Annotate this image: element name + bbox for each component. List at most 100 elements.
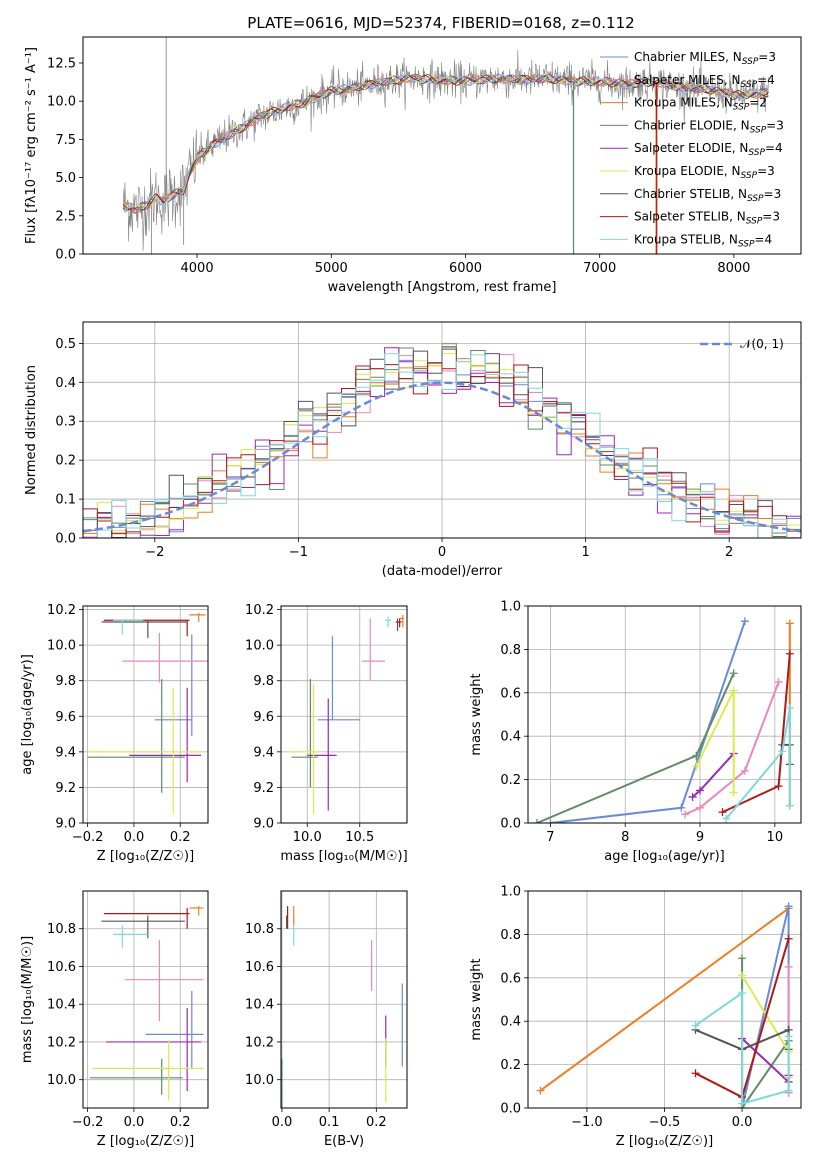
data-point xyxy=(103,619,190,637)
mass_vs_ebv-x-tick-label: 0.0 xyxy=(272,1115,293,1130)
residuals-x-tick-label: 1 xyxy=(581,545,589,560)
normal-reference-curve xyxy=(83,381,801,533)
weight-point-marker xyxy=(692,762,701,771)
data-point xyxy=(113,924,148,948)
mass_vs_ebv-x-tick-label: 0.1 xyxy=(319,1115,340,1130)
data-point xyxy=(307,698,337,811)
weight_vs_Z-plot-area xyxy=(536,902,793,1108)
mass_vs_Z-y-tick-label: 10.4 xyxy=(47,998,76,1013)
age_vs_mass-y-tick-label: 9.0 xyxy=(253,817,274,832)
mass_vs_ebv-y-tick-label: 10.4 xyxy=(245,998,274,1013)
data-point xyxy=(397,618,402,628)
weight-point-marker xyxy=(785,703,794,712)
data-point xyxy=(399,614,404,628)
data-point xyxy=(87,687,204,815)
residuals-y-tick-label: 0.5 xyxy=(55,337,76,352)
mass_vs_ebv-plot-area xyxy=(281,906,403,1108)
age_vs_Z-y-tick-label: 10.2 xyxy=(47,603,76,618)
weight-series-line xyxy=(539,907,790,1092)
weight_vs_age-x-tick-label: 8 xyxy=(621,830,629,845)
weight_vs_age-frame xyxy=(527,605,802,824)
age_vs_mass-grid xyxy=(281,606,407,824)
weight-point-marker xyxy=(692,751,701,760)
legend-label: 𝒩(0, 1) xyxy=(740,337,784,351)
residuals-legend: 𝒩(0, 1) xyxy=(700,337,784,351)
residuals-y-tick-label: 0.0 xyxy=(55,532,76,547)
age_vs_mass-x-axis-label: mass [log₁₀(M/M☉)] xyxy=(280,849,407,864)
mass_vs_Z-x-tick-label: −0.2 xyxy=(72,1115,104,1130)
spectrum-y-tick-label: 0.0 xyxy=(55,248,76,263)
spectrum-y-tick-label: 7.5 xyxy=(55,133,76,148)
weight-point-marker xyxy=(785,619,794,628)
weight-point-marker xyxy=(729,788,738,797)
data-point xyxy=(124,940,204,1022)
mass_vs_Z-x-tick-label: 0.2 xyxy=(170,1115,191,1130)
weight_vs_Z-frame xyxy=(527,890,802,1109)
weight-point-marker xyxy=(784,934,793,943)
weight-series-line xyxy=(536,672,735,823)
weight-series-line xyxy=(725,707,791,820)
residuals-y-axis-label: Normed distribution xyxy=(24,365,39,495)
residuals-x-tick-label: 2 xyxy=(725,545,733,560)
age_vs_Z-y-tick-label: 9.0 xyxy=(55,817,76,832)
weight_vs_Z-y-axis-label: mass weight xyxy=(469,958,484,1040)
mass_vs_ebv-axes: 0.0 0.1 0.2 10.0 10.2 10.4 10.6 10.8 E(B-V) xyxy=(245,890,408,1149)
weight_vs_Z-y-tick-label: 0.6 xyxy=(500,971,521,986)
weight-point-marker xyxy=(785,801,794,810)
legend-label: Kroupa STELIB, NSSP=4 xyxy=(634,232,772,249)
weight-point-marker xyxy=(691,1069,700,1078)
weight-series-line xyxy=(741,975,790,1078)
age_vs_mass-axes: 10.0 10.5 9.0 9.2 9.4 9.6 9.8 10.0 10.2 mass [log… xyxy=(245,603,408,864)
weight_vs_Z-y-tick-label: 1.0 xyxy=(500,885,521,900)
weight-point-marker xyxy=(536,1086,545,1095)
residual-histogram xyxy=(83,353,801,538)
age_vs_mass-frame xyxy=(280,605,408,824)
weight-series-line xyxy=(694,991,790,1106)
weight_vs_Z-y-tick-label: 0.4 xyxy=(500,1015,521,1030)
weight-point-marker xyxy=(681,810,690,819)
weight_vs_Z-y-tick-label: 0.0 xyxy=(500,1102,521,1117)
weight-point-marker xyxy=(738,1099,747,1108)
data-point xyxy=(122,632,208,683)
weight-point-marker xyxy=(738,988,747,997)
age_vs_mass-x-tick-label: 10.5 xyxy=(345,830,374,845)
legend-label: Chabrier ELODIE, NSSP=3 xyxy=(634,118,784,135)
weight_vs_age-x-axis-label: age [log₁₀(age/yr)] xyxy=(604,849,725,864)
residuals-frame xyxy=(82,321,802,539)
panel-weight_vs_Z: −1.0 −0.5 0.0 0.0 0.2 0.4 0.6 0.8 1.0 Z [log₁₀(Z/… xyxy=(469,885,802,1149)
weight_vs_Z-y-tick-label: 0.8 xyxy=(500,928,521,943)
spectrum-x-tick-label: 8000 xyxy=(717,261,750,276)
residuals-y-tick-label: 0.2 xyxy=(55,454,76,469)
spectrum-axes: 4000 5000 6000 7000 8000 0.0 2.5 5.0 7.5 10.0 12.5… xyxy=(24,36,802,295)
spectrum-x-tick-label: 6000 xyxy=(449,261,482,276)
mass_vs_ebv-frame xyxy=(280,890,408,1109)
legend-label: Salpeter MILES, NSSP=4 xyxy=(634,73,775,90)
weight-series-line xyxy=(550,620,746,823)
data-point xyxy=(361,618,385,681)
weight-point-marker xyxy=(729,669,738,678)
data-point xyxy=(189,613,206,623)
weight_vs_age-y-tick-label: 0.0 xyxy=(500,817,521,832)
data-point xyxy=(87,678,185,793)
weight_vs_age-y-tick-label: 0.8 xyxy=(500,643,521,658)
mass_vs_Z-y-tick-label: 10.2 xyxy=(47,1035,76,1050)
age_vs_Z-frame xyxy=(82,605,209,824)
age_vs_Z-x-axis-label: Z [log₁₀(Z/Z☉)] xyxy=(97,849,194,864)
residuals-axes: −2 −1 0 1 2 0.0 0.1 0.2 0.3 0.4 0.5 (data-model)/er… xyxy=(24,321,802,579)
residuals-x-axis-label: (data-model)/error xyxy=(382,564,503,579)
residuals-x-tick-label: 0 xyxy=(438,545,446,560)
weight-point-marker xyxy=(738,954,747,963)
age_vs_Z-y-tick-label: 10.0 xyxy=(47,639,76,654)
age_vs_Z-x-tick-label: 0.2 xyxy=(170,830,191,845)
weight-point-marker xyxy=(546,819,555,823)
age_vs_Z-y-tick-label: 9.2 xyxy=(55,781,76,796)
weight_vs_age-x-tick-label: 9 xyxy=(696,830,704,845)
weight-point-marker xyxy=(784,1032,793,1041)
age_vs_mass-y-tick-label: 9.2 xyxy=(253,781,274,796)
spectrum-model-line xyxy=(123,74,769,211)
data-point xyxy=(106,1007,202,1092)
weight-point-marker xyxy=(740,766,749,775)
panel-mass_vs_ebv: 0.0 0.1 0.2 10.0 10.2 10.4 10.6 10.8 E(B-V) xyxy=(245,890,408,1149)
spectrum-x-axis-label: wavelength [Angstrom, rest frame] xyxy=(328,280,557,295)
